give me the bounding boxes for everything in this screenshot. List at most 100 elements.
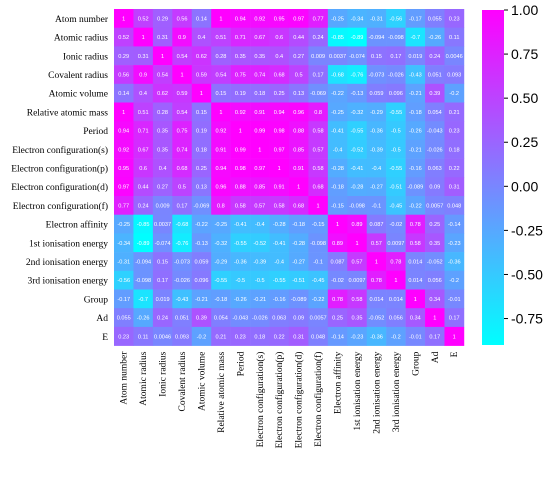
cell-value-label: 0.97 (274, 147, 285, 153)
cell-value-label: 0.056 (428, 278, 442, 284)
heatmap-cell (114, 9, 134, 28)
colorbar-tick-label: -0.50 (511, 266, 543, 282)
cell-value-label: 0.98 (274, 129, 285, 135)
heatmap-cell (288, 27, 309, 47)
heatmap-cell (308, 214, 329, 234)
cell-value-label: 0.78 (332, 297, 343, 303)
cell-value-label: 0.54 (177, 110, 188, 116)
heatmap-cell (444, 9, 465, 28)
cell-value-label: -0.073 (174, 259, 190, 265)
heatmap-cell (366, 121, 387, 141)
heatmap-cell (288, 46, 309, 66)
heatmap-cell (172, 102, 193, 122)
heatmap-cell (405, 252, 426, 272)
heatmap-cell (114, 65, 134, 85)
cell-value-label: 0.23 (235, 334, 246, 340)
cell-value-label: -0.45 (390, 203, 403, 209)
cell-value-label: 0.15 (196, 110, 207, 116)
cell-value-label: 0.68 (274, 72, 285, 78)
cell-value-label: -0.29 (215, 259, 228, 265)
heatmap-cell (152, 139, 173, 159)
cell-value-label: -0.7 (138, 297, 148, 303)
heatmap-cell (230, 83, 251, 103)
heatmap-cell (386, 139, 406, 159)
cell-value-label: 0.5 (178, 185, 186, 191)
cell-value-label: 0.94 (215, 166, 226, 172)
cell-value-label: 0.014 (408, 259, 422, 265)
y-tick-label: Atom number (55, 15, 109, 25)
cell-value-label: 0.51 (215, 35, 226, 41)
cell-value-label: 0.71 (235, 35, 246, 41)
cell-value-label: 0.95 (274, 16, 285, 22)
heatmap-cell (444, 83, 465, 103)
cell-value-label: 0.35 (157, 147, 168, 153)
heatmap-cell (444, 27, 465, 47)
heatmap-cell (327, 214, 348, 234)
heatmap-cell (308, 196, 329, 215)
heatmap-cell (288, 214, 309, 234)
x-tick-label: Atomic volume (197, 352, 207, 411)
heatmap-cell (425, 139, 445, 159)
cell-value-label: 0.5 (295, 72, 303, 78)
cell-value-label: -0.89 (137, 241, 150, 247)
heatmap-cell (308, 252, 329, 272)
cell-value-label: 0.13 (196, 185, 207, 191)
cell-value-label: 0.24 (313, 35, 324, 41)
cell-value-label: 0.25 (196, 166, 207, 172)
cell-value-label: 0.85 (293, 147, 304, 153)
heatmap-cell (230, 252, 251, 272)
heatmap-cell (405, 102, 426, 122)
heatmap-cell (114, 196, 134, 215)
heatmap-cell (211, 158, 231, 178)
cell-value-label: 0.88 (235, 185, 246, 191)
cell-value-label: 0.89 (332, 241, 343, 247)
cell-value-label: 1 (433, 316, 436, 322)
cell-value-label: 0.0097 (387, 241, 404, 247)
cell-value-label: 1 (336, 222, 339, 228)
colorbar-tick-label: 0.50 (511, 90, 538, 106)
cell-value-label: -0.5 (391, 147, 401, 153)
heatmap-cell (386, 46, 406, 66)
heatmap-cell (230, 9, 251, 28)
cell-value-label: 0.009 (156, 203, 170, 209)
heatmap-cell (114, 83, 134, 103)
cell-value-label: 0.92 (235, 110, 246, 116)
cell-value-label: -0.073 (369, 72, 385, 78)
cell-value-label: -0.01 (409, 334, 422, 340)
heatmap-cell (172, 177, 193, 197)
cell-value-label: 1 (317, 203, 320, 209)
cell-value-label: 1 (278, 166, 281, 172)
cell-value-label: 0.51 (138, 110, 149, 116)
heatmap-cell (230, 289, 251, 309)
cell-value-label: 1 (375, 259, 378, 265)
heatmap-cell (152, 46, 173, 66)
heatmap-cell (288, 139, 309, 159)
heatmap-cell (366, 270, 387, 290)
heatmap-cell (152, 102, 173, 122)
cell-value-label: 1 (122, 110, 125, 116)
cell-value-label: 0.0037 (329, 54, 346, 60)
cell-value-label: 0.58 (313, 129, 324, 135)
heatmap-cell (133, 83, 154, 103)
cell-value-label: -0.56 (117, 278, 130, 284)
heatmap-cell (211, 196, 231, 215)
heatmap-cell (405, 139, 426, 159)
cell-value-label: -0.51 (390, 185, 403, 191)
heatmap-cell (405, 65, 426, 85)
heatmap-cell (250, 46, 270, 66)
heatmap-cell (269, 270, 290, 290)
heatmap-cell (250, 233, 270, 253)
cell-value-label: -0.069 (310, 91, 326, 97)
heatmap-cell (288, 289, 309, 309)
cell-value-label: -0.25 (117, 222, 130, 228)
cell-value-label: 0.23 (449, 16, 460, 22)
heatmap-cell (114, 326, 134, 346)
heatmap-cell (191, 177, 212, 197)
cell-value-label: -0.2 (197, 334, 207, 340)
heatmap-cell (269, 233, 290, 253)
heatmap-cell (172, 308, 193, 328)
cell-value-label: 0.28 (215, 54, 226, 60)
heatmap-cell (288, 326, 309, 346)
cell-value-label: -0.28 (331, 166, 344, 172)
heatmap-cell (327, 233, 348, 253)
